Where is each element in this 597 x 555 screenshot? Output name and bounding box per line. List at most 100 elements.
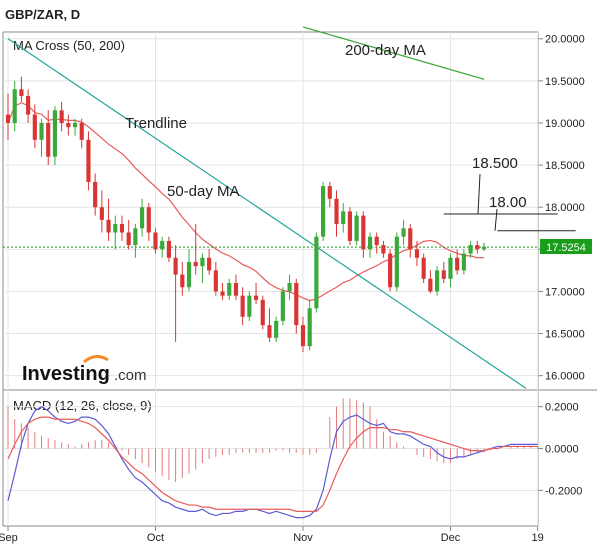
- candle: [434, 266, 440, 296]
- candle-body: [361, 215, 366, 250]
- candle: [441, 261, 446, 284]
- candle: [428, 270, 433, 294]
- candle-body: [233, 283, 239, 296]
- level-18500-label: 18.500: [472, 155, 518, 172]
- candle: [421, 253, 426, 284]
- candle: [146, 202, 151, 241]
- candle: [294, 278, 299, 334]
- ma200-line: [302, 26, 485, 80]
- macd-line: [7, 405, 538, 519]
- candle-body: [421, 257, 426, 279]
- candle-body: [461, 253, 466, 271]
- candle: [448, 253, 453, 288]
- candle-body: [434, 270, 440, 292]
- logo-brand: Investing: [22, 363, 110, 385]
- candle-body: [341, 211, 346, 225]
- candle-body: [12, 89, 17, 123]
- candle-body: [166, 240, 171, 258]
- candle: [207, 249, 212, 275]
- candle-body: [146, 207, 151, 233]
- candle: [260, 295, 265, 330]
- candle: [119, 215, 125, 241]
- annotation-lines: [3, 26, 576, 389]
- candle: [12, 80, 17, 132]
- trendline-label: Trendline: [125, 115, 187, 132]
- time-tick-label: 19: [532, 532, 544, 544]
- candle-body: [274, 320, 279, 338]
- candle-body: [280, 291, 285, 321]
- candle-body: [126, 232, 131, 246]
- candle-body: [220, 291, 225, 296]
- candle-body: [300, 325, 306, 347]
- candle: [307, 299, 312, 351]
- candle: [106, 198, 111, 241]
- candle: [193, 224, 198, 275]
- candle-body: [227, 283, 232, 296]
- candle: [200, 253, 205, 284]
- current-price-value: 17.5254: [546, 242, 586, 254]
- candle-body: [106, 219, 111, 233]
- candle-body: [173, 257, 178, 275]
- candle: [180, 261, 185, 296]
- candle-body: [19, 89, 24, 97]
- candle-body: [347, 211, 352, 241]
- candle-body: [99, 207, 104, 220]
- candle: [468, 240, 473, 258]
- time-tick-label: Sep: [0, 532, 18, 544]
- candle: [153, 228, 158, 254]
- candle: [247, 291, 252, 321]
- candle: [401, 219, 406, 246]
- macd-axis-labels: 0.2000 0.0000 -0.2000: [545, 402, 582, 498]
- candle-body: [381, 245, 386, 254]
- price-tick-label: 19.0000: [545, 118, 585, 130]
- macd-signal-line: [7, 416, 538, 512]
- candle-body: [448, 257, 453, 279]
- candle-body: [408, 228, 413, 250]
- candle-body: [119, 224, 125, 233]
- macd-tick-label: 0.0000: [545, 444, 579, 456]
- candle: [79, 118, 84, 149]
- candle-body: [247, 295, 252, 317]
- candle-body: [240, 295, 245, 317]
- candle: [220, 283, 225, 300]
- candle: [388, 249, 393, 292]
- candle: [300, 316, 306, 353]
- candle: [361, 211, 366, 258]
- candle-body: [354, 215, 359, 241]
- candle-body: [394, 236, 399, 288]
- logo-suffix: .com: [114, 367, 147, 384]
- candle: [408, 224, 413, 258]
- time-tick-label: Oct: [147, 532, 164, 544]
- candle: [227, 278, 232, 300]
- ma50-label: 50-day MA: [167, 183, 240, 200]
- candle: [354, 211, 359, 246]
- candle-body: [193, 261, 198, 267]
- macd-tick-label: 0.2000: [545, 402, 579, 414]
- candle: [113, 215, 118, 250]
- candle: [455, 249, 460, 275]
- candle: [166, 236, 171, 262]
- candle-body: [321, 186, 326, 237]
- candle-body: [475, 245, 480, 250]
- candle-body: [401, 228, 406, 237]
- chart-title: GBP/ZAR, D: [5, 7, 80, 22]
- candle: [186, 249, 192, 292]
- candle-body: [52, 110, 58, 157]
- candle: [481, 242, 487, 252]
- candle-body: [180, 274, 185, 288]
- candle: [287, 274, 292, 300]
- candle: [93, 173, 98, 216]
- candle-body: [314, 236, 319, 309]
- candle: [233, 274, 239, 300]
- candle: [475, 240, 480, 254]
- candle: [267, 308, 272, 342]
- candle: [140, 198, 145, 237]
- candle-body: [327, 186, 332, 199]
- price-tick-label: 20.0000: [545, 34, 585, 46]
- macd-grid: [3, 406, 543, 491]
- trendline: [7, 38, 527, 389]
- candle-body: [26, 96, 31, 115]
- candle-body: [441, 270, 446, 279]
- level-pointer-18500: [477, 173, 481, 214]
- candle-body: [133, 228, 138, 246]
